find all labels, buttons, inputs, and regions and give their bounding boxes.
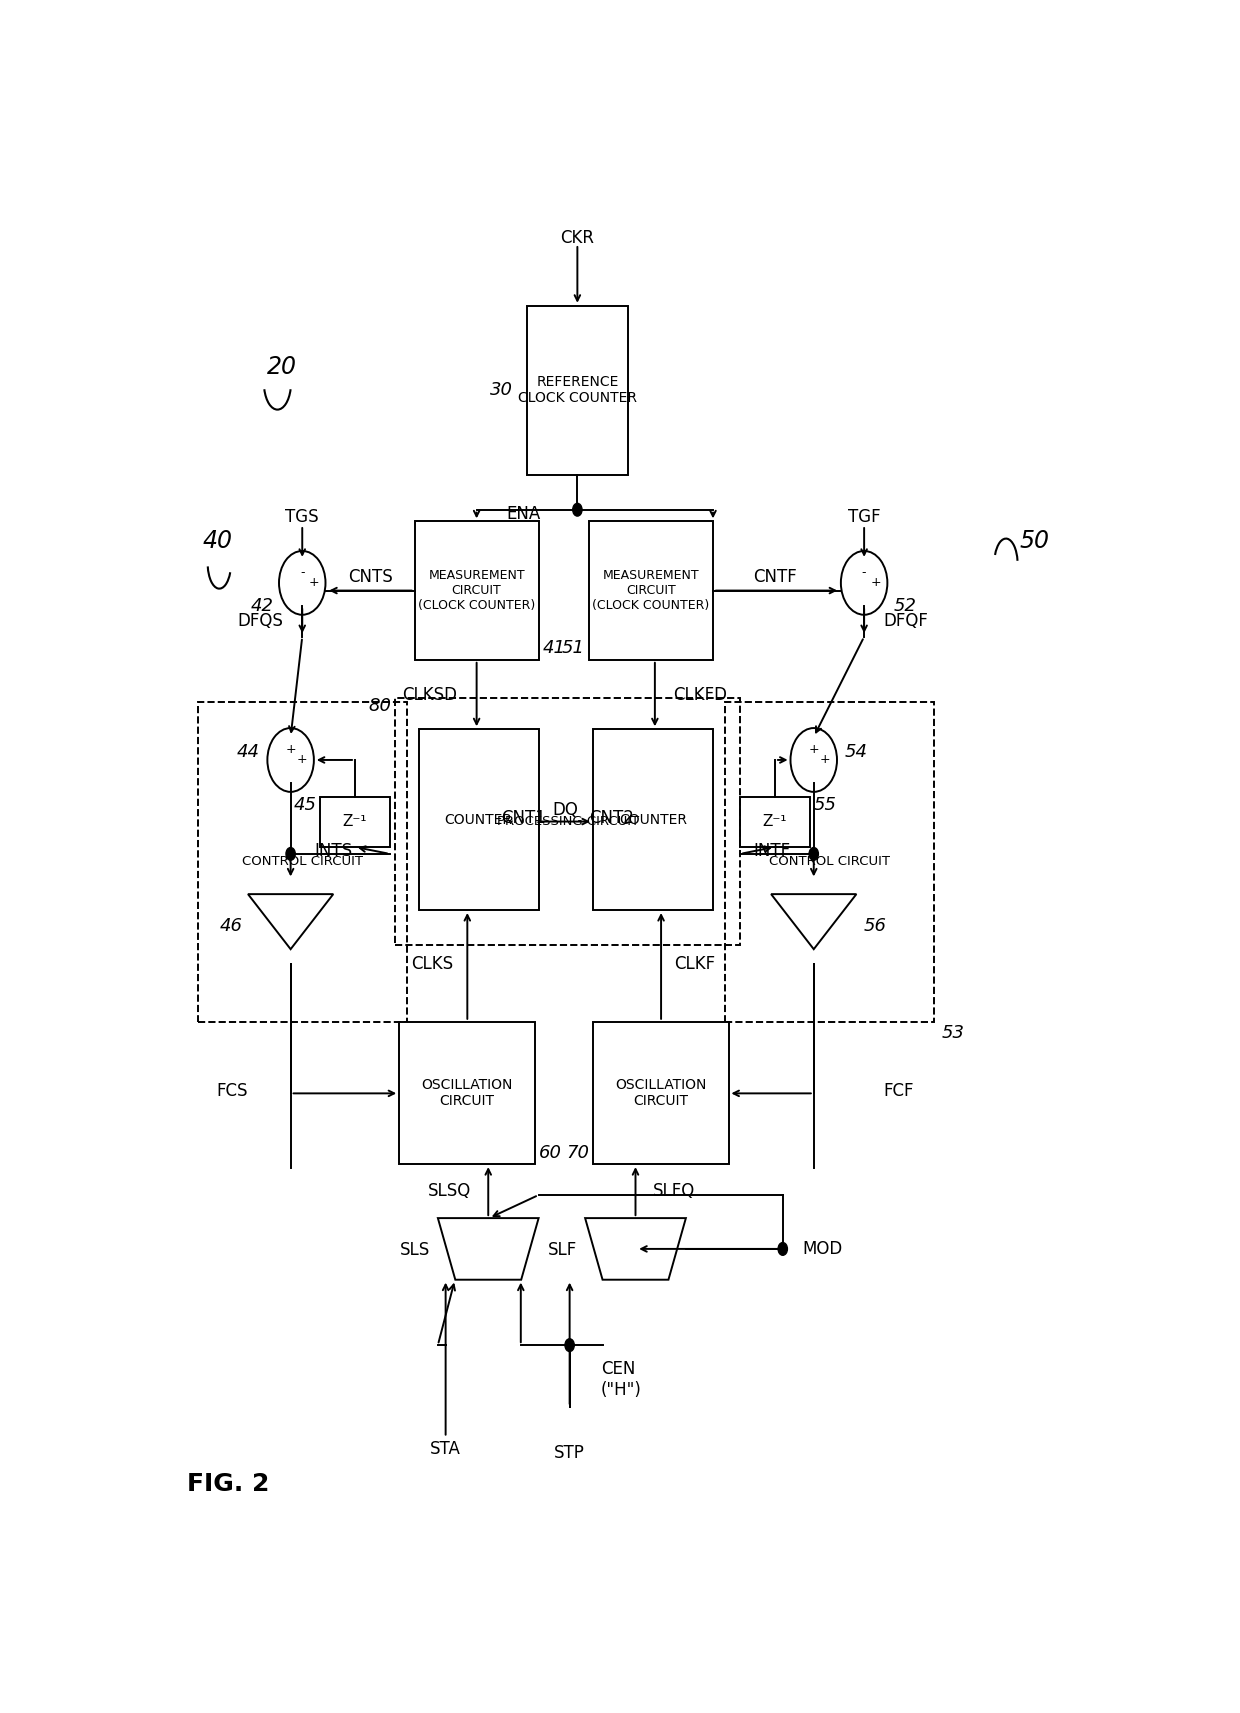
Text: +: + bbox=[820, 754, 831, 766]
Text: TGS: TGS bbox=[285, 509, 319, 526]
Text: MEASUREMENT
CIRCUIT
(CLOCK COUNTER): MEASUREMENT CIRCUIT (CLOCK COUNTER) bbox=[593, 569, 709, 612]
FancyBboxPatch shape bbox=[527, 305, 627, 475]
Text: CONTROL CIRCUIT: CONTROL CIRCUIT bbox=[242, 855, 363, 868]
Text: 51: 51 bbox=[562, 639, 585, 658]
Text: COUNTER: COUNTER bbox=[445, 812, 512, 827]
FancyBboxPatch shape bbox=[740, 797, 810, 846]
Text: CLKS: CLKS bbox=[412, 956, 454, 973]
Text: DQ: DQ bbox=[553, 802, 579, 819]
Text: 80: 80 bbox=[368, 697, 392, 714]
Text: +: + bbox=[296, 754, 308, 766]
Circle shape bbox=[573, 504, 582, 516]
Text: Z⁻¹: Z⁻¹ bbox=[763, 814, 787, 829]
Text: 70: 70 bbox=[565, 1144, 589, 1161]
Text: CEN
("H"): CEN ("H") bbox=[600, 1360, 641, 1400]
Text: -: - bbox=[862, 565, 867, 579]
Text: CLKF: CLKF bbox=[675, 956, 715, 973]
Circle shape bbox=[286, 848, 295, 860]
Text: 44: 44 bbox=[237, 743, 259, 761]
Text: SLS: SLS bbox=[399, 1242, 430, 1259]
Text: 46: 46 bbox=[219, 916, 243, 935]
Text: OSCILLATION
CIRCUIT: OSCILLATION CIRCUIT bbox=[615, 1077, 707, 1108]
Text: +: + bbox=[285, 743, 296, 755]
Text: 20: 20 bbox=[268, 355, 298, 379]
Text: SLSQ: SLSQ bbox=[428, 1182, 471, 1201]
Text: CLKSD: CLKSD bbox=[402, 685, 458, 704]
Circle shape bbox=[808, 848, 818, 860]
Text: 56: 56 bbox=[864, 916, 887, 935]
Text: FCS: FCS bbox=[217, 1083, 248, 1100]
Text: ENA: ENA bbox=[507, 505, 541, 522]
Text: CLKFD: CLKFD bbox=[672, 685, 727, 704]
Text: 50: 50 bbox=[1019, 529, 1049, 553]
Text: 30: 30 bbox=[490, 382, 513, 399]
FancyBboxPatch shape bbox=[593, 1021, 729, 1165]
FancyBboxPatch shape bbox=[419, 730, 538, 910]
Text: SLF: SLF bbox=[548, 1242, 578, 1259]
Text: +: + bbox=[309, 576, 319, 589]
Text: CONTROL CIRCUIT: CONTROL CIRCUIT bbox=[769, 855, 890, 868]
FancyBboxPatch shape bbox=[320, 797, 389, 846]
Text: FCF: FCF bbox=[883, 1083, 914, 1100]
Text: 41: 41 bbox=[543, 639, 565, 658]
FancyBboxPatch shape bbox=[589, 521, 713, 660]
Text: CNTS: CNTS bbox=[348, 567, 393, 586]
Text: FIG. 2: FIG. 2 bbox=[187, 1471, 270, 1495]
Text: STA: STA bbox=[430, 1441, 461, 1458]
Text: 53: 53 bbox=[941, 1024, 965, 1042]
Text: +: + bbox=[808, 743, 820, 755]
FancyBboxPatch shape bbox=[414, 521, 538, 660]
Text: REFERENCE
CLOCK COUNTER: REFERENCE CLOCK COUNTER bbox=[518, 375, 637, 406]
FancyBboxPatch shape bbox=[593, 730, 713, 910]
Text: 54: 54 bbox=[844, 743, 868, 761]
Text: OSCILLATION
CIRCUIT: OSCILLATION CIRCUIT bbox=[422, 1077, 512, 1108]
Text: CKR: CKR bbox=[560, 230, 594, 247]
Text: PROCESSING CIRCUIT: PROCESSING CIRCUIT bbox=[497, 815, 639, 827]
Circle shape bbox=[565, 1340, 574, 1352]
Text: 45: 45 bbox=[293, 795, 316, 814]
Text: MEASUREMENT
CIRCUIT
(CLOCK COUNTER): MEASUREMENT CIRCUIT (CLOCK COUNTER) bbox=[418, 569, 536, 612]
Text: 52: 52 bbox=[894, 596, 916, 615]
Text: CNTF: CNTF bbox=[753, 567, 797, 586]
Text: INTS: INTS bbox=[314, 841, 352, 860]
Text: MOD: MOD bbox=[802, 1240, 842, 1257]
Text: TGF: TGF bbox=[848, 509, 880, 526]
Text: 40: 40 bbox=[203, 529, 233, 553]
Text: 42: 42 bbox=[250, 596, 274, 615]
FancyBboxPatch shape bbox=[399, 1021, 534, 1165]
Text: DFQF: DFQF bbox=[883, 612, 929, 630]
Text: +: + bbox=[870, 576, 882, 589]
Text: INTF: INTF bbox=[754, 841, 791, 860]
Text: CNT2: CNT2 bbox=[589, 809, 634, 827]
Text: SLFQ: SLFQ bbox=[652, 1182, 694, 1201]
Text: 55: 55 bbox=[813, 795, 837, 814]
Circle shape bbox=[779, 1242, 787, 1256]
Text: Z⁻¹: Z⁻¹ bbox=[342, 814, 367, 829]
Text: 43: 43 bbox=[414, 1024, 438, 1042]
Text: DFQS: DFQS bbox=[237, 612, 283, 630]
Text: 60: 60 bbox=[538, 1144, 562, 1161]
Text: COUNTER: COUNTER bbox=[619, 812, 687, 827]
Text: CNT1: CNT1 bbox=[501, 809, 547, 827]
Text: -: - bbox=[300, 565, 305, 579]
Text: STP: STP bbox=[554, 1444, 585, 1461]
